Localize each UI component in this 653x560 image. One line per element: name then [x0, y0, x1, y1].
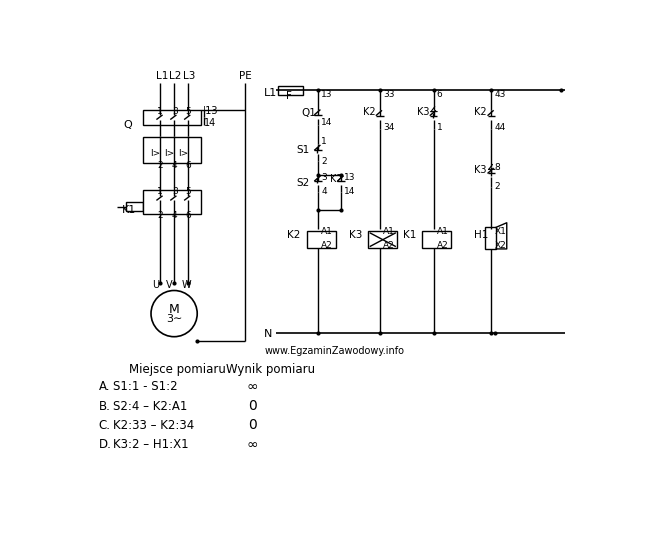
Text: 2: 2	[157, 161, 163, 170]
Text: F: F	[286, 91, 292, 101]
Text: K3: K3	[349, 230, 362, 240]
Text: 2: 2	[494, 182, 500, 191]
Bar	[278, 86, 303, 95]
Text: K1: K1	[403, 230, 416, 240]
Text: 2: 2	[321, 157, 326, 166]
Text: 3: 3	[321, 173, 327, 182]
Text: |13: |13	[202, 106, 218, 116]
Text: 2: 2	[157, 211, 163, 220]
Text: 43: 43	[494, 90, 506, 99]
Text: K2: K2	[475, 107, 487, 117]
Text: M: M	[168, 304, 180, 316]
Text: 44: 44	[494, 123, 505, 132]
Text: 14: 14	[321, 118, 332, 127]
Text: PE: PE	[239, 72, 251, 81]
Text: H1: H1	[475, 230, 489, 240]
Text: K2: K2	[363, 107, 375, 117]
Text: 6: 6	[185, 211, 191, 220]
Text: Wynik pomiaru: Wynik pomiaru	[226, 362, 315, 376]
Text: I>: I>	[164, 149, 174, 158]
Text: 4: 4	[321, 188, 326, 197]
Text: S2: S2	[296, 178, 310, 188]
Text: K3: K3	[417, 107, 429, 117]
Bar	[143, 110, 201, 125]
Text: W: W	[182, 280, 191, 290]
Text: K3: K3	[475, 165, 487, 175]
Text: K2: K2	[287, 230, 300, 240]
Text: A2: A2	[321, 241, 333, 250]
Text: 0: 0	[248, 399, 257, 413]
Text: X1: X1	[494, 227, 506, 236]
Text: B.: B.	[99, 399, 110, 413]
Text: K2: K2	[330, 174, 343, 184]
Text: S1: S1	[296, 144, 310, 155]
Bar	[125, 202, 142, 211]
Text: 5: 5	[185, 106, 191, 115]
Text: 1: 1	[157, 106, 163, 115]
Text: 3∼: 3∼	[166, 314, 182, 324]
Text: A2: A2	[437, 241, 449, 250]
Text: I>: I>	[150, 149, 161, 158]
Text: A2: A2	[383, 241, 394, 250]
Text: 34: 34	[383, 123, 394, 132]
Text: 1: 1	[157, 188, 163, 197]
Text: 3: 3	[172, 188, 178, 197]
Bar	[368, 231, 398, 248]
Text: X2: X2	[494, 241, 506, 250]
Text: 14: 14	[344, 188, 356, 197]
Text: www.EgzaminZawodowy.info: www.EgzaminZawodowy.info	[264, 346, 404, 356]
Text: 3: 3	[172, 106, 178, 115]
Text: N: N	[264, 329, 272, 339]
Bar	[422, 231, 451, 248]
Text: 8: 8	[494, 163, 500, 172]
Text: 1: 1	[437, 123, 443, 132]
Text: K2:33 – K2:34: K2:33 – K2:34	[112, 419, 194, 432]
Text: K3:2 – H1:X1: K3:2 – H1:X1	[112, 438, 188, 451]
Text: 6: 6	[437, 90, 443, 99]
Text: V: V	[167, 280, 173, 290]
Text: 1: 1	[321, 137, 327, 146]
Text: Q1: Q1	[301, 109, 316, 118]
Text: A.: A.	[99, 380, 110, 393]
Text: A1: A1	[383, 227, 394, 236]
Text: Miejsce pomiaru: Miejsce pomiaru	[129, 362, 227, 376]
Text: K1: K1	[121, 204, 136, 214]
Text: L3: L3	[183, 72, 195, 81]
Bar	[143, 190, 201, 213]
Text: D.: D.	[99, 438, 112, 451]
Text: 5: 5	[185, 188, 191, 197]
Bar	[485, 227, 496, 249]
Text: Q: Q	[123, 120, 132, 130]
Text: L1: L1	[155, 72, 168, 81]
Text: S2:4 – K2:A1: S2:4 – K2:A1	[112, 399, 187, 413]
Text: 4: 4	[172, 161, 178, 170]
Text: 13: 13	[344, 173, 356, 182]
Text: C.: C.	[99, 419, 110, 432]
Text: A1: A1	[321, 227, 333, 236]
Text: S1:1 - S1:2: S1:1 - S1:2	[112, 380, 177, 393]
Text: 4: 4	[172, 211, 178, 220]
Text: L2: L2	[168, 72, 181, 81]
Text: U: U	[151, 280, 159, 290]
Text: I>: I>	[178, 149, 188, 158]
Text: ∞: ∞	[247, 437, 259, 451]
Text: 13: 13	[321, 90, 332, 99]
Text: A1: A1	[437, 227, 449, 236]
Bar	[306, 231, 336, 248]
Text: 0: 0	[248, 418, 257, 432]
Text: 14: 14	[204, 118, 216, 128]
Text: 6: 6	[185, 161, 191, 170]
Text: L1: L1	[264, 87, 278, 97]
Text: 33: 33	[383, 90, 394, 99]
Bar	[143, 137, 201, 164]
Text: ∞: ∞	[247, 380, 259, 394]
